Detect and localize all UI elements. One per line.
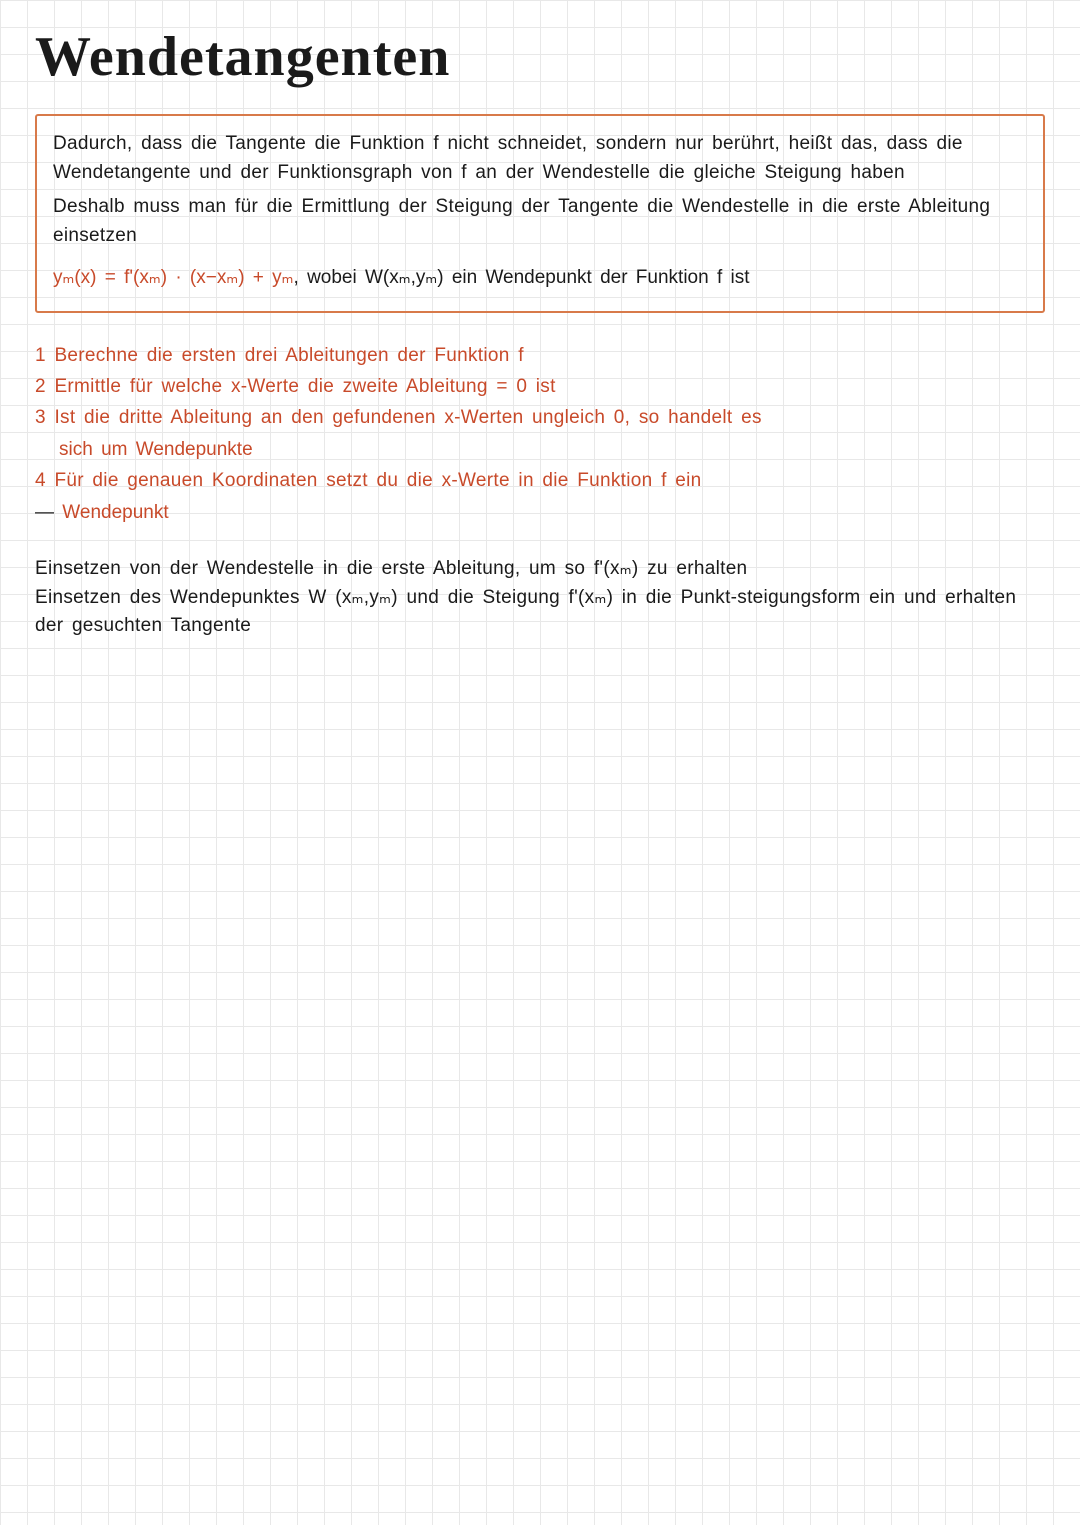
formula-black: , wobei W(xₘ,yₘ) ein Wendepunkt der Funk…	[294, 267, 750, 288]
step-3-continue: sich um Wendepunkte	[35, 435, 1045, 464]
final-paragraph-1: Einsetzen von der Wendestelle in die ers…	[35, 555, 1045, 584]
page-title: Wendetangenten	[35, 25, 1045, 89]
step-2: 2 Ermittle für welche x-Werte die zweite…	[35, 372, 1045, 401]
final-section: Einsetzen von der Wendestelle in die ers…	[35, 555, 1045, 641]
steps-list: 1 Berechne die ersten drei Ableitungen d…	[35, 341, 1045, 528]
formula-red: yₘ(x) = f'(xₘ) · (x−xₘ) + yₘ	[53, 267, 294, 288]
arrow-line: — Wendepunkt	[35, 498, 1045, 527]
step-1: 1 Berechne die ersten drei Ableitungen d…	[35, 341, 1045, 370]
step-3: 3 Ist die dritte Ableitung an den gefund…	[35, 403, 1045, 432]
arrow-dash: —	[35, 502, 62, 523]
step-4: 4 Für die genauen Koordinaten setzt du d…	[35, 466, 1045, 495]
box-paragraph-1: Dadurch, dass die Tangente die Funktion …	[53, 130, 1027, 187]
final-paragraph-2: Einsetzen des Wendepunktes W (xₘ,yₘ) und…	[35, 584, 1045, 641]
definition-box: Dadurch, dass die Tangente die Funktion …	[35, 114, 1045, 313]
formula-line: yₘ(x) = f'(xₘ) · (x−xₘ) + yₘ, wobei W(xₘ…	[53, 264, 1027, 293]
arrow-label: Wendepunkt	[62, 502, 168, 523]
box-paragraph-2: Deshalb muss man für die Ermittlung der …	[53, 193, 1027, 250]
